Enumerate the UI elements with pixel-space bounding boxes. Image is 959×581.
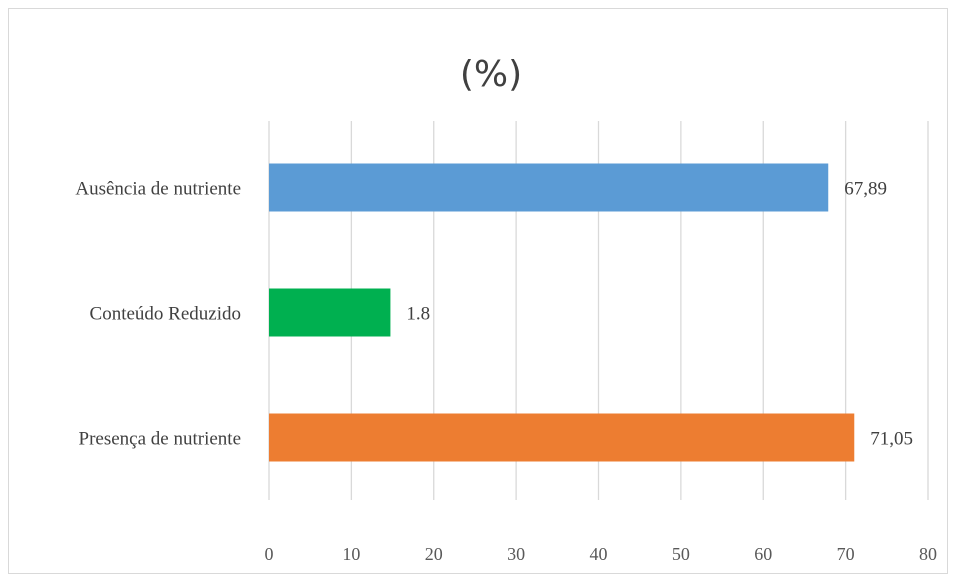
category-label: Conteúdo Reduzido <box>90 304 241 325</box>
x-tick-labels: 0 10 20 30 40 50 60 70 80 <box>265 544 938 564</box>
x-tick-label: 30 <box>507 544 525 564</box>
x-tick-label: 0 <box>265 544 274 564</box>
data-label: 71,05 <box>870 429 913 450</box>
chart-title: (%) <box>460 54 522 95</box>
x-tick-label: 70 <box>837 544 855 564</box>
x-tick-label: 50 <box>672 544 690 564</box>
x-tick-label: 40 <box>590 544 608 564</box>
data-label: 1.8 <box>406 304 430 325</box>
bar <box>269 413 855 462</box>
data-labels: 67,89 1.8 71,05 <box>406 179 913 450</box>
bar <box>269 163 829 212</box>
chart-frame <box>8 8 948 574</box>
category-label: Ausência de nutriente <box>75 179 241 200</box>
x-tick-label: 60 <box>754 544 772 564</box>
data-label: 67,89 <box>844 179 887 200</box>
x-tick-label: 10 <box>342 544 360 564</box>
x-tick-label: 80 <box>919 544 937 564</box>
bar <box>269 288 391 337</box>
category-label: Presença de nutriente <box>79 429 241 450</box>
x-tick-label: 20 <box>425 544 443 564</box>
bars <box>269 163 855 462</box>
category-labels: Ausência de nutriente Conteúdo Reduzido Pr… <box>75 179 241 450</box>
